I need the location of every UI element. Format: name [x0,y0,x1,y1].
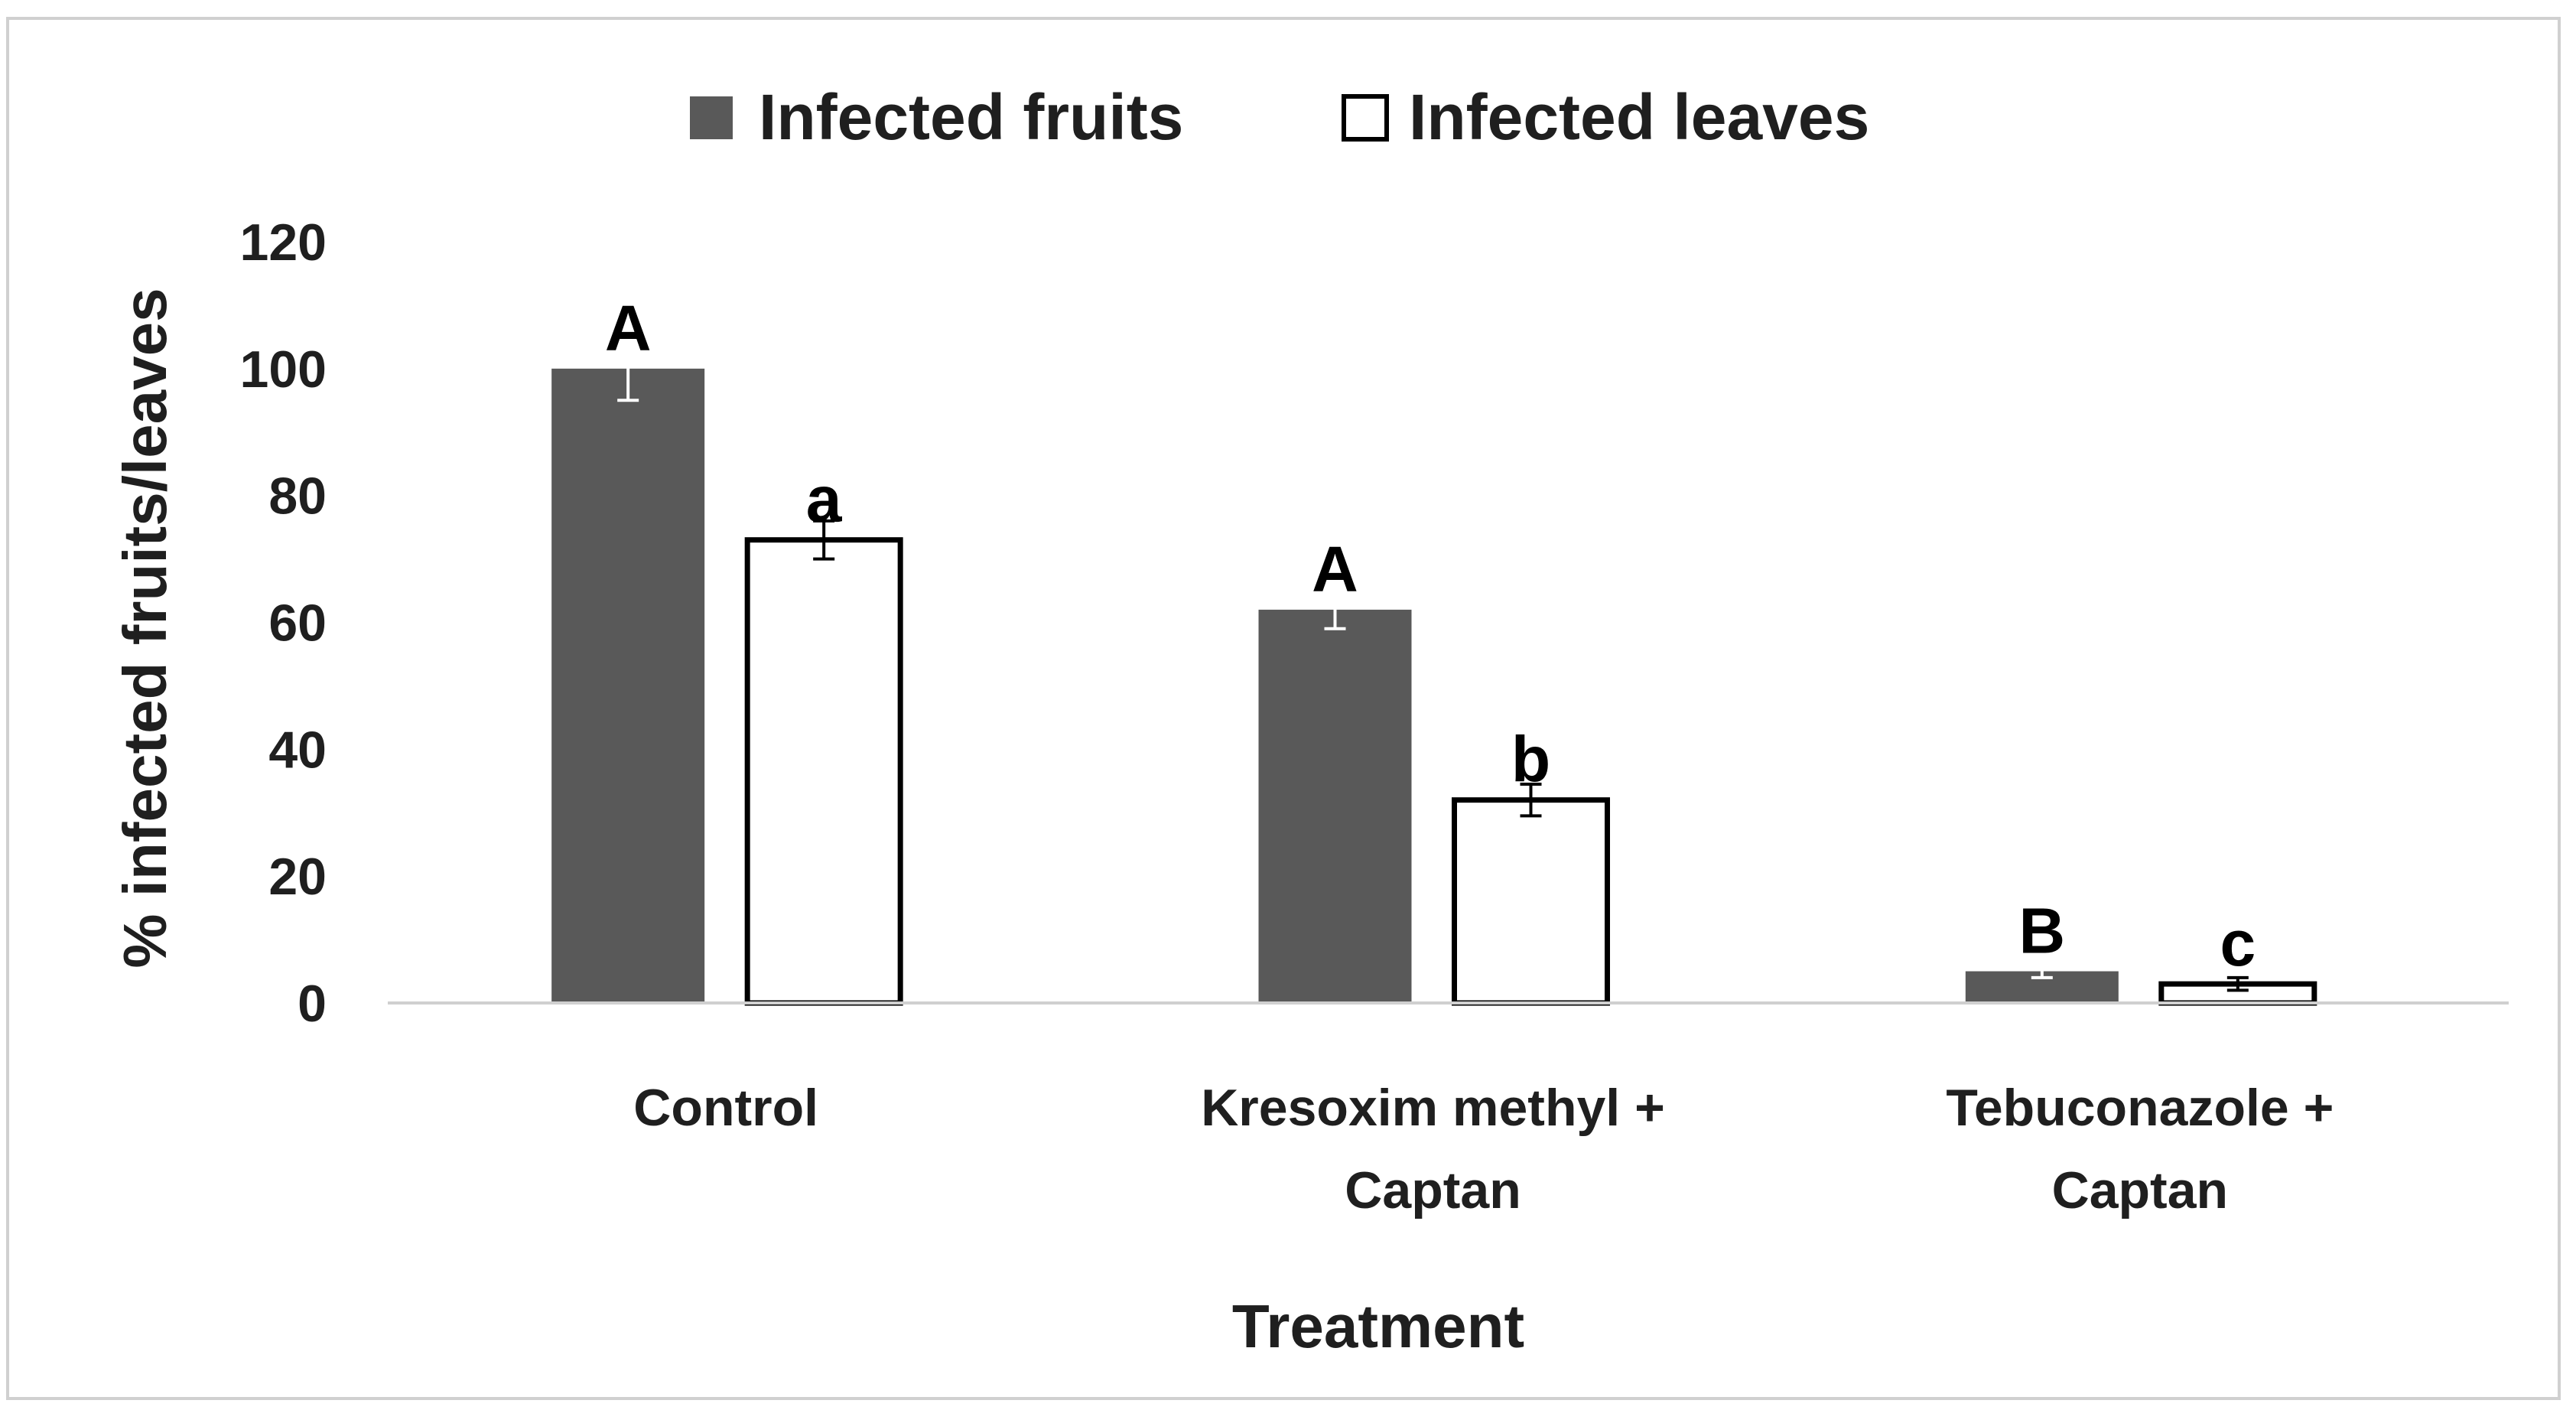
x-category-label-1-line-0: Kresoxim methyl + [1201,1079,1665,1137]
legend-item-fruits: Infected fruits [690,81,1183,153]
error-bar-leaves-0 [813,519,835,561]
legend-item-leaves: Infected leaves [1342,81,1869,153]
bar-leaves-0 [744,537,903,1006]
bar-fruits-1 [1258,609,1412,1003]
legend-swatch-leaves [1342,94,1389,142]
bars [551,368,2317,1006]
significance-label-fruits-0: A [605,292,652,364]
x-category-label-0-line-0: Control [633,1079,818,1137]
error-bar-fruits-2 [2031,963,2053,979]
y-tick-label-80: 80 [268,467,327,526]
error-bar-leaves-2 [2226,975,2249,992]
significance-label-leaves-0: a [806,464,843,536]
x-category-label-2-line-1: Captan [2052,1161,2228,1219]
x-axis-title: Treatment [1232,1292,1524,1360]
error-bar-fruits-1 [1324,589,1346,630]
error-bars [617,335,2249,992]
y-tick-label-100: 100 [240,340,327,399]
significance-label-fruits-1: A [1312,533,1358,605]
legend-swatch-fruits [690,96,733,139]
x-category-label-2-line-0: Tebuconazole + [1946,1079,2334,1137]
y-tick-label-40: 40 [268,721,327,779]
y-axis-ticks: 0 20 40 60 80 100 120 [240,213,327,1033]
y-axis-title: % infected fruits/leaves [111,288,179,968]
error-bar-leaves-1 [1520,782,1542,818]
legend-label-leaves: Infected leaves [1409,81,1869,153]
significance-label-fruits-2: B [2018,895,2065,967]
error-bar-fruits-0 [617,335,639,402]
significance-labels: Aa Ab B c [605,292,2256,979]
legend: Infected fruits Infected leaves [690,81,1869,153]
chart-frame: Infected fruits Infected leaves 0 20 40 60 80… [6,17,2561,1400]
y-tick-label-0: 0 [298,975,327,1033]
x-axis-categories: Control Kresoxim methyl + Captan Tebuconazo… [633,1079,2334,1219]
bar-leaves-1 [1452,797,1610,1006]
legend-label-fruits: Infected fruits [759,81,1183,153]
y-tick-label-60: 60 [268,594,327,653]
x-category-label-1-line-1: Captan [1345,1161,1521,1219]
y-tick-label-120: 120 [240,213,327,272]
significance-label-leaves-2: c [2220,907,2256,979]
bar-fruits-0 [551,368,705,1003]
y-tick-label-20: 20 [268,848,327,906]
bar-chart: Infected fruits Infected leaves 0 20 40 60 80… [111,81,2509,1360]
significance-label-leaves-1: b [1511,724,1550,796]
